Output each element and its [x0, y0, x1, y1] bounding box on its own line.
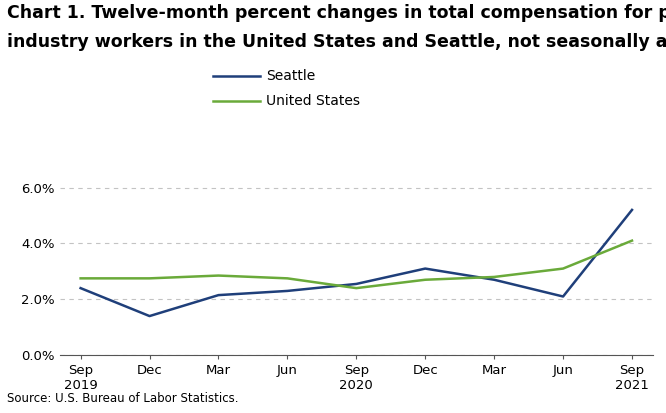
Text: United States: United States: [266, 94, 360, 108]
Text: industry workers in the United States and Seattle, not seasonally adjusted: industry workers in the United States an…: [7, 33, 666, 51]
Text: Source: U.S. Bureau of Labor Statistics.: Source: U.S. Bureau of Labor Statistics.: [7, 392, 238, 405]
Text: Chart 1. Twelve-month percent changes in total compensation for private: Chart 1. Twelve-month percent changes in…: [7, 4, 666, 22]
Text: Seattle: Seattle: [266, 69, 316, 83]
